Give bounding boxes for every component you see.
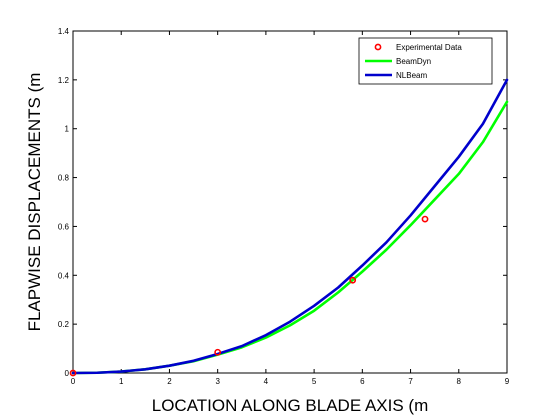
- x-tick-label: 4: [264, 377, 269, 386]
- x-axis-label: LOCATION ALONG BLADE AXIS (m: [152, 396, 428, 415]
- x-tick-label: 5: [312, 377, 317, 386]
- plot-frame: [72, 30, 508, 374]
- plot-area: [72, 30, 508, 374]
- data-point: [421, 215, 429, 223]
- y-axis-ticks: 0 0.2 0.4 0.6 0.8 1 1.2 1.4: [58, 27, 507, 378]
- y-tick-label: 0.2: [58, 320, 70, 329]
- series-line-nlbeam: [71, 78, 509, 375]
- x-axis-ticks: 0 1 2 3 4 5 6 7 8 9: [71, 31, 510, 386]
- series-layer: [69, 78, 509, 377]
- legend-label: BeamDyn: [396, 57, 431, 66]
- legend-marker: [374, 43, 382, 51]
- legend: Experimental Data BeamDyn NLBeam: [358, 37, 493, 85]
- data-point: [214, 348, 222, 356]
- y-tick-label: 0.8: [58, 174, 70, 183]
- data-point: [69, 369, 77, 377]
- y-tick-label: 1.4: [58, 27, 70, 36]
- legend-label: NLBeam: [396, 71, 427, 80]
- y-tick-label: 0: [65, 369, 70, 378]
- y-tick-label: 0.6: [58, 222, 70, 231]
- legend-label: Experimental Data: [396, 43, 462, 52]
- x-tick-label: 1: [119, 377, 124, 386]
- x-tick-label: 8: [457, 377, 462, 386]
- y-tick-label: 0.4: [58, 271, 70, 280]
- data-point: [349, 276, 357, 284]
- y-tick-label: 1.2: [58, 76, 70, 85]
- x-tick-label: 2: [167, 377, 172, 386]
- y-axis-label: FLAPWISE DISPLACEMENTS (m: [25, 73, 44, 332]
- x-tick-label: 7: [408, 377, 413, 386]
- x-tick-label: 0: [71, 377, 76, 386]
- y-tick-label: 1: [65, 125, 70, 134]
- x-tick-label: 9: [505, 377, 510, 386]
- x-tick-label: 3: [215, 377, 220, 386]
- x-tick-label: 6: [360, 377, 365, 386]
